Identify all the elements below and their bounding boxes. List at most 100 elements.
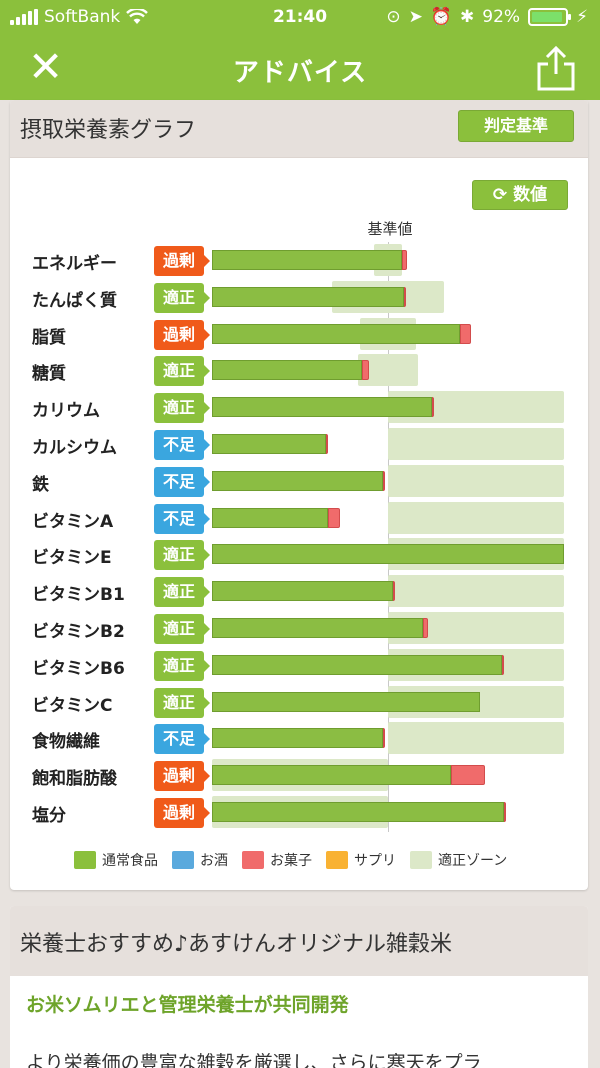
food-bar bbox=[212, 728, 383, 749]
sweets-bar bbox=[451, 765, 485, 786]
legend-swatch bbox=[242, 851, 264, 869]
legend-item: 通常食品 bbox=[74, 850, 158, 870]
nav-bar: ✕ アドバイス bbox=[0, 36, 600, 100]
status-badge: 不足 bbox=[154, 466, 210, 497]
reference-line bbox=[388, 242, 389, 832]
sweets-bar bbox=[504, 802, 507, 822]
nutrient-row: ビタミンC 適正 bbox=[10, 684, 588, 721]
status-bar: SoftBank 21:40 ⊙ ➤ ⏰ ✱ 92% ⚡ bbox=[0, 0, 600, 36]
legend-label: サプリ bbox=[354, 853, 396, 869]
share-icon[interactable] bbox=[534, 44, 578, 92]
close-icon[interactable]: ✕ bbox=[28, 42, 64, 91]
charging-icon: ⚡ bbox=[576, 7, 588, 27]
sweets-bar bbox=[326, 434, 329, 454]
nutrient-name: 食物繊維 bbox=[32, 732, 100, 753]
value-button-label: 数値 bbox=[513, 185, 548, 205]
status-badge: 適正 bbox=[154, 577, 210, 608]
sweets-bar bbox=[328, 507, 341, 528]
legend-swatch bbox=[172, 851, 194, 869]
signal-icon bbox=[10, 9, 38, 25]
nutrient-row: 塩分 過剰 bbox=[10, 794, 588, 831]
carrier-label: SoftBank bbox=[44, 7, 121, 27]
value-toggle-button[interactable]: ⟳ 数値 bbox=[472, 180, 568, 210]
sweets-bar bbox=[382, 470, 385, 491]
wifi-icon bbox=[126, 9, 149, 24]
alarm-icon: ⏰ bbox=[430, 7, 453, 27]
bluetooth-icon: ✱ bbox=[460, 7, 475, 27]
recommend-header: 栄養士おすすめ♪あすけんオリジナル雑穀米 bbox=[10, 906, 588, 976]
legend-swatch bbox=[410, 851, 432, 869]
nutrient-row: たんぱく質 適正 bbox=[10, 279, 588, 316]
optimal-zone bbox=[388, 501, 564, 534]
food-bar bbox=[212, 397, 432, 418]
food-bar bbox=[212, 802, 505, 822]
nutrient-row: ビタミンB1 適正 bbox=[10, 573, 588, 610]
status-badge: 不足 bbox=[154, 503, 210, 534]
nutrient-row: カルシウム 不足 bbox=[10, 426, 588, 463]
food-bar bbox=[212, 581, 394, 602]
food-bar bbox=[212, 323, 461, 344]
legend-swatch bbox=[326, 851, 348, 869]
sweets-bar bbox=[382, 728, 385, 749]
sweets-bar bbox=[460, 323, 471, 344]
nutrient-row: 食物繊維 不足 bbox=[10, 720, 588, 757]
recommend-body: より栄養価の豊富な雑穀を厳選し、さらに寒天をプラ bbox=[26, 1052, 482, 1068]
nutrient-name: 脂質 bbox=[32, 327, 66, 348]
recommendation-card[interactable]: 栄養士おすすめ♪あすけんオリジナル雑穀米 お米ソムリエと管理栄養士が共同開発 よ… bbox=[10, 906, 588, 1068]
food-bar bbox=[212, 360, 362, 381]
status-badge: 適正 bbox=[154, 282, 210, 313]
nutrient-name: 塩分 bbox=[32, 806, 66, 826]
status-badge: 適正 bbox=[154, 540, 210, 571]
nutrient-row: ビタミンA 不足 bbox=[10, 500, 588, 537]
food-bar bbox=[212, 618, 424, 638]
optimal-zone bbox=[388, 428, 564, 460]
status-badge: 適正 bbox=[154, 393, 210, 424]
food-bar bbox=[212, 765, 452, 786]
food-bar bbox=[212, 654, 503, 675]
nutrient-row: カリウム 適正 bbox=[10, 389, 588, 426]
nutrient-row: ビタミンE 適正 bbox=[10, 536, 588, 573]
status-badge: 適正 bbox=[154, 356, 210, 387]
reference-label: 基準値 bbox=[367, 220, 413, 238]
nutrient-chart: ⟳ 数値 基準値 エネルギー 過剰 たんぱく質 適正 脂質 過剰 糖質 適正 カリウム 適正 カルシ… bbox=[10, 100, 588, 890]
status-badge: 過剰 bbox=[154, 246, 210, 276]
card-header: 摂取栄養素グラフ 判定基準 bbox=[10, 100, 588, 158]
criteria-button[interactable]: 判定基準 bbox=[458, 110, 574, 142]
optimal-zone bbox=[388, 575, 564, 608]
nutrient-row: ビタミンB6 適正 bbox=[10, 647, 588, 684]
nutrient-row: エネルギー 過剰 bbox=[10, 242, 588, 279]
page-title: アドバイス bbox=[232, 58, 368, 88]
legend-swatch bbox=[74, 851, 96, 869]
food-bar bbox=[212, 470, 383, 491]
nutrient-name: 糖質 bbox=[32, 364, 66, 385]
status-badge: 不足 bbox=[154, 724, 210, 755]
status-badge: 適正 bbox=[154, 614, 210, 644]
legend-item: お菓子 bbox=[242, 850, 312, 870]
optimal-zone bbox=[388, 722, 564, 755]
sweets-bar bbox=[402, 250, 408, 270]
battery-percent: 92% bbox=[482, 7, 521, 27]
battery-icon bbox=[528, 8, 572, 26]
food-bar bbox=[212, 544, 564, 565]
nutrient-chart-card: 摂取栄養素グラフ 判定基準 ⟳ 数値 基準値 エネルギー 過剰 たんぱく質 適正 脂質過… bbox=[10, 100, 588, 890]
legend-item: サプリ bbox=[326, 850, 396, 870]
nutrient-row: 糖質 適正 bbox=[10, 352, 588, 389]
sweets-bar bbox=[423, 618, 429, 638]
food-bar bbox=[212, 507, 329, 528]
nutrient-name: 鉄 bbox=[32, 474, 49, 495]
legend-label: 適正ゾーン bbox=[438, 853, 508, 869]
section-title: 摂取栄養素グラフ bbox=[20, 118, 197, 143]
sweets-bar bbox=[432, 397, 434, 418]
chart-legend: 通常食品 お酒 お菓子 サプリ 適正ゾーン bbox=[74, 850, 507, 870]
nutrient-name: たんぱく質 bbox=[32, 290, 117, 311]
optimal-zone bbox=[388, 464, 564, 497]
sweets-bar bbox=[361, 360, 369, 381]
nutrient-name: ビタミンA bbox=[32, 511, 114, 532]
nutrient-name: ビタミンB1 bbox=[32, 585, 125, 606]
nutrient-name: ビタミンB6 bbox=[32, 658, 125, 679]
rotation-lock-icon: ⊙ bbox=[386, 7, 401, 27]
legend-label: お酒 bbox=[200, 853, 228, 869]
nutrient-name: 飽和脂肪酸 bbox=[32, 769, 117, 790]
nutrient-row: 脂質 過剰 bbox=[10, 316, 588, 353]
food-bar bbox=[212, 286, 404, 307]
